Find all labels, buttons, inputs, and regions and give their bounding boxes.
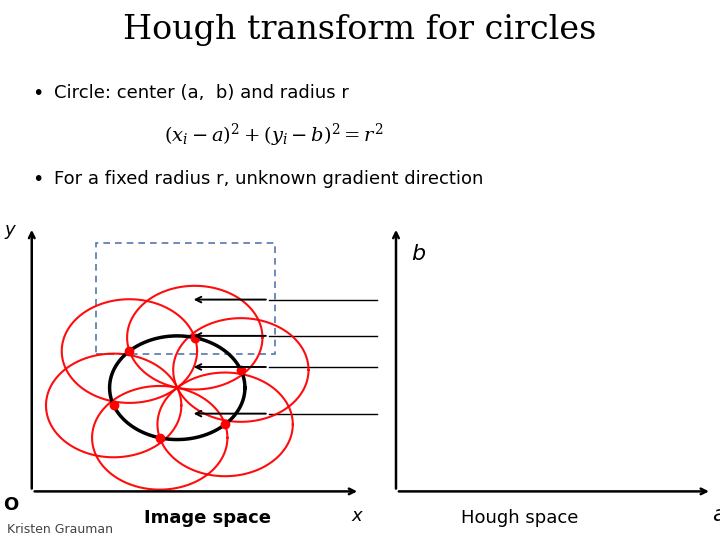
Text: For a fixed radius r, unknown gradient direction: For a fixed radius r, unknown gradient d… [54, 170, 483, 188]
Bar [96, 242, 275, 354]
Text: $(x_i - a)^2 + (y_i - b)^2 = r^2$: $(x_i - a)^2 + (y_i - b)^2 = r^2$ [164, 122, 383, 148]
Text: Hough space: Hough space [461, 509, 579, 526]
Text: Hough transform for circles: Hough transform for circles [123, 14, 597, 45]
Text: y: y [4, 221, 15, 239]
Text: Kristen Grauman: Kristen Grauman [7, 523, 113, 536]
Text: $a$: $a$ [712, 504, 720, 526]
Text: x: x [351, 507, 362, 525]
Text: •: • [32, 84, 44, 103]
Text: •: • [32, 170, 44, 189]
Text: $b$: $b$ [412, 242, 426, 265]
Text: O: O [4, 496, 19, 514]
Text: Circle: center (a,  b) and radius r: Circle: center (a, b) and radius r [54, 84, 349, 102]
Text: Image space: Image space [144, 509, 271, 526]
